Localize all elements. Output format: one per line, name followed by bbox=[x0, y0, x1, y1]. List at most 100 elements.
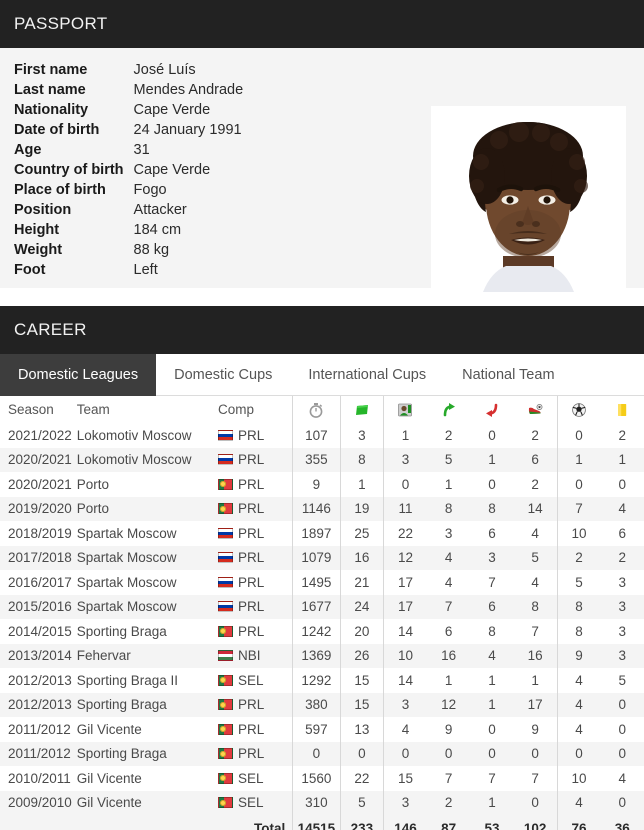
cell-season: 2021/2022 bbox=[8, 427, 72, 443]
table-row[interactable]: 2021/2022 Lokomotiv Moscow PRL 107 3 1 2 0 2 0 2 bbox=[0, 423, 644, 448]
column-header-season[interactable]: Season bbox=[0, 396, 77, 423]
table-row[interactable]: 2014/2015 Sporting Braga PRL 1242 20 14 6 8 7 8 3 bbox=[0, 619, 644, 644]
cell-yellow-cards: 5 bbox=[618, 672, 626, 688]
cell-team[interactable]: Sporting Braga bbox=[76, 746, 167, 762]
cell-sub-out: 3 bbox=[488, 550, 496, 566]
passport-field-row: Weight 88 kg bbox=[14, 240, 243, 260]
column-header-goals[interactable] bbox=[556, 396, 601, 423]
cell-sub-in: 9 bbox=[444, 721, 453, 737]
cell-team[interactable]: Sporting Braga II bbox=[76, 672, 179, 688]
cell-goals: 0 bbox=[556, 741, 601, 766]
column-header-starts[interactable] bbox=[383, 396, 427, 423]
cell-yellow-cards: 4 bbox=[618, 501, 626, 517]
column-header-yellow-cards[interactable] bbox=[600, 396, 644, 423]
total-starts: 146 bbox=[383, 815, 427, 830]
competition-code: PRL bbox=[238, 697, 265, 713]
cell-shots: 9 bbox=[531, 721, 539, 737]
column-header-comp[interactable]: Comp bbox=[218, 396, 293, 423]
cell-starts: 4 bbox=[383, 717, 427, 742]
stopwatch-minutes-icon bbox=[293, 402, 339, 418]
table-row[interactable]: 2012/2013 Sporting Braga PRL 380 15 3 12 1 17 4 0 bbox=[0, 692, 644, 717]
competition-wrapper: PRL bbox=[218, 550, 292, 565]
column-header-sub-out[interactable] bbox=[470, 396, 514, 423]
passport-field-label: Date of birth bbox=[14, 122, 100, 138]
cell-team[interactable]: Lokomotiv Moscow bbox=[76, 452, 192, 468]
tab-domestic-cups[interactable]: Domestic Cups bbox=[174, 367, 273, 383]
cell-sub-out: 0 bbox=[488, 476, 496, 492]
cell-team[interactable]: Sporting Braga bbox=[76, 623, 167, 639]
passport-field-row: Foot Left bbox=[14, 260, 243, 280]
passport-field-label: Place of birth bbox=[14, 182, 106, 198]
flag-russia-icon bbox=[218, 527, 234, 539]
career-table-body: 2021/2022 Lokomotiv Moscow PRL 107 3 1 2 0 2 0 2 20… bbox=[0, 423, 644, 815]
cell-competition: PRL bbox=[218, 742, 293, 767]
cell-sub-in: 3 bbox=[444, 525, 453, 541]
cell-starts: 11 bbox=[383, 496, 427, 521]
cell-team[interactable]: Gil Vicente bbox=[76, 770, 142, 786]
cell-team[interactable]: Spartak Moscow bbox=[76, 599, 177, 615]
career-table-footer: Total 14515 233 146 87 53 102 76 36 bbox=[0, 815, 644, 830]
column-header-shots[interactable] bbox=[513, 396, 558, 423]
cell-shots: 17 bbox=[527, 697, 543, 713]
cell-team[interactable]: Fehervar bbox=[76, 648, 131, 664]
cell-goals: 10 bbox=[556, 521, 601, 546]
cell-sub-out: 1 bbox=[488, 452, 496, 468]
cell-sub-out: 6 bbox=[488, 525, 496, 541]
competition-code: NBI bbox=[238, 648, 261, 664]
cell-minutes: 1495 bbox=[292, 570, 341, 595]
passport-field-value: Mendes Andrade bbox=[133, 82, 244, 98]
cell-competition: PRL bbox=[218, 521, 293, 546]
cell-appearances: 26 bbox=[339, 643, 384, 668]
cell-team[interactable]: Spartak Moscow bbox=[76, 574, 177, 590]
cell-team[interactable]: Porto bbox=[76, 476, 109, 492]
tab-international-cups[interactable]: International Cups bbox=[308, 367, 427, 383]
cell-yellow-cards: 6 bbox=[618, 525, 626, 541]
competition-wrapper: PRL bbox=[218, 501, 292, 516]
table-row[interactable]: 2018/2019 Spartak Moscow PRL 1897 25 22 3 6 4 10 6 bbox=[0, 521, 644, 546]
cell-goals: 4 bbox=[556, 692, 601, 717]
table-row[interactable]: 2017/2018 Spartak Moscow PRL 1079 16 12 4 3 5 2 2 bbox=[0, 545, 644, 570]
competition-code: PRL bbox=[238, 525, 265, 541]
cell-shots: 8 bbox=[531, 599, 539, 615]
passport-field-row: Last name Mendes Andrade bbox=[14, 80, 243, 100]
table-row[interactable]: 2009/2010 Gil Vicente SEL 310 5 3 2 1 0 4 0 bbox=[0, 790, 644, 815]
table-row[interactable]: 2019/2020 Porto PRL 1146 19 11 8 8 14 7 4 bbox=[0, 496, 644, 521]
table-row[interactable]: 2011/2012 Sporting Braga PRL 0 0 0 0 0 0 0 0 bbox=[0, 741, 644, 767]
cell-team[interactable]: Porto bbox=[76, 501, 109, 517]
table-row[interactable]: 2020/2021 Porto PRL 9 1 0 1 0 2 0 0 bbox=[0, 472, 644, 497]
cell-goals: 7 bbox=[556, 496, 601, 521]
cell-team[interactable]: Lokomotiv Moscow bbox=[76, 427, 192, 443]
cell-competition: PRL bbox=[218, 448, 293, 473]
cell-minutes: 380 bbox=[292, 692, 341, 717]
tab-domestic-leagues[interactable]: Domestic Leagues bbox=[0, 354, 157, 396]
passport-field-list: First name José Luís Last name Mendes Andra… bbox=[14, 60, 243, 280]
cell-minutes: 1369 bbox=[292, 643, 341, 668]
cell-team[interactable]: Gil Vicente bbox=[76, 795, 142, 811]
table-row[interactable]: 2016/2017 Spartak Moscow PRL 1495 21 17 4 7 4 5 3 bbox=[0, 570, 644, 595]
cell-team[interactable]: Spartak Moscow bbox=[76, 550, 177, 566]
table-row[interactable]: 2010/2011 Gil Vicente SEL 1560 22 15 7 7 7 10 4 bbox=[0, 766, 644, 791]
cell-season: 2020/2021 bbox=[8, 476, 72, 492]
table-row[interactable]: 2011/2012 Gil Vicente PRL 597 13 4 9 0 9 4 0 bbox=[0, 717, 644, 742]
column-header-sub-in[interactable] bbox=[426, 396, 471, 423]
column-header-team[interactable]: Team bbox=[76, 396, 219, 423]
cell-season: 2010/2011 bbox=[8, 770, 71, 786]
table-row[interactable]: 2020/2021 Lokomotiv Moscow PRL 355 8 3 5 1 6 1 1 bbox=[0, 447, 644, 473]
cell-team[interactable]: Spartak Moscow bbox=[76, 525, 177, 541]
passport-field-value: José Luís bbox=[133, 62, 196, 78]
cell-goals: 5 bbox=[556, 570, 601, 595]
column-header-appearances[interactable] bbox=[339, 396, 384, 423]
cell-season: 2018/2019 bbox=[8, 525, 72, 541]
cell-competition: SEL bbox=[218, 668, 293, 693]
table-row[interactable]: 2013/2014 Fehervar NBI 1369 26 10 16 4 16 9 3 bbox=[0, 643, 644, 668]
cell-season: 2012/2013 bbox=[8, 697, 72, 713]
competition-code: SEL bbox=[238, 770, 264, 786]
tab-national-team[interactable]: National Team bbox=[462, 367, 555, 383]
cell-team[interactable]: Sporting Braga bbox=[76, 697, 167, 713]
table-row[interactable]: 2012/2013 Sporting Braga II SEL 1292 15 14 1 1 1… bbox=[0, 668, 644, 693]
cell-sub-in: 1 bbox=[444, 476, 453, 492]
table-row[interactable]: 2015/2016 Spartak Moscow PRL 1677 24 17 7 6 8 8 3 bbox=[0, 594, 644, 619]
column-header-minutes[interactable] bbox=[292, 396, 341, 423]
cell-starts: 0 bbox=[383, 741, 427, 766]
cell-team[interactable]: Gil Vicente bbox=[76, 721, 142, 737]
